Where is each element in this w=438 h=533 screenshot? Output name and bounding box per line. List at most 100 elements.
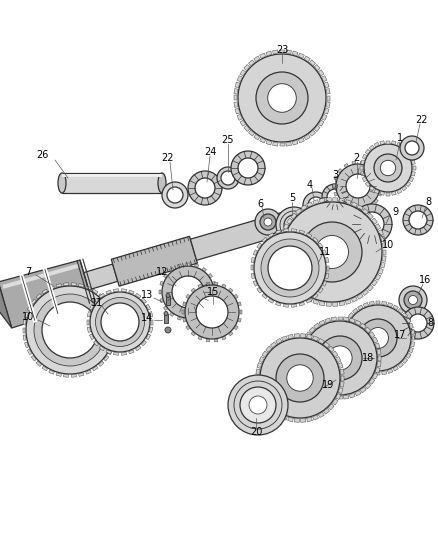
Bar bbox=[214, 339, 218, 342]
Bar bbox=[357, 366, 363, 371]
Bar bbox=[291, 304, 297, 307]
Bar bbox=[262, 351, 268, 357]
Bar bbox=[286, 218, 293, 224]
Bar bbox=[194, 264, 198, 268]
Circle shape bbox=[276, 207, 312, 243]
Circle shape bbox=[327, 189, 343, 205]
Bar bbox=[338, 395, 343, 399]
Bar bbox=[115, 327, 117, 333]
Circle shape bbox=[255, 209, 281, 235]
Bar bbox=[309, 383, 315, 389]
Bar bbox=[108, 349, 113, 354]
Bar bbox=[36, 294, 42, 298]
Bar bbox=[198, 336, 202, 340]
Bar bbox=[299, 230, 304, 234]
Bar bbox=[113, 352, 119, 356]
Bar bbox=[31, 356, 36, 361]
Circle shape bbox=[409, 211, 427, 229]
Bar bbox=[260, 53, 266, 58]
Circle shape bbox=[221, 171, 235, 185]
Bar bbox=[262, 294, 267, 299]
Bar bbox=[163, 306, 168, 310]
Circle shape bbox=[188, 171, 222, 205]
Text: 11: 11 bbox=[91, 298, 103, 308]
Bar bbox=[313, 200, 319, 205]
Circle shape bbox=[231, 151, 265, 185]
Bar bbox=[213, 281, 216, 286]
Bar bbox=[307, 334, 312, 339]
Bar bbox=[409, 348, 413, 353]
Bar bbox=[328, 404, 334, 410]
Bar bbox=[49, 370, 54, 374]
Circle shape bbox=[399, 286, 427, 314]
Bar bbox=[367, 213, 373, 219]
Bar bbox=[360, 166, 364, 170]
Bar bbox=[313, 300, 319, 304]
Bar bbox=[343, 317, 349, 321]
Bar bbox=[324, 82, 329, 88]
Bar bbox=[323, 250, 327, 255]
Bar bbox=[273, 50, 278, 54]
Bar bbox=[92, 289, 98, 294]
Bar bbox=[25, 312, 28, 318]
Circle shape bbox=[318, 336, 362, 380]
Circle shape bbox=[238, 158, 258, 178]
Bar bbox=[307, 202, 313, 207]
Bar bbox=[299, 361, 303, 367]
Bar bbox=[62, 174, 162, 177]
Bar bbox=[42, 289, 48, 294]
Bar bbox=[340, 382, 344, 387]
Bar bbox=[360, 161, 364, 164]
Bar bbox=[372, 373, 378, 379]
Bar bbox=[371, 218, 378, 224]
Bar bbox=[338, 387, 343, 393]
Bar bbox=[343, 348, 347, 353]
Bar bbox=[333, 184, 336, 188]
Bar bbox=[86, 370, 91, 374]
Bar bbox=[253, 250, 258, 255]
Bar bbox=[328, 346, 334, 352]
Circle shape bbox=[42, 302, 98, 358]
Bar bbox=[301, 294, 307, 299]
Bar bbox=[336, 357, 341, 362]
Bar bbox=[244, 125, 250, 132]
Bar bbox=[338, 199, 342, 204]
Bar bbox=[281, 268, 286, 274]
Bar bbox=[191, 288, 195, 293]
Bar bbox=[313, 415, 318, 420]
Bar bbox=[403, 358, 408, 364]
Bar bbox=[302, 373, 307, 379]
Bar bbox=[363, 303, 369, 307]
Bar bbox=[71, 375, 76, 377]
Bar bbox=[313, 336, 318, 341]
Bar bbox=[104, 356, 109, 361]
Bar bbox=[78, 284, 84, 287]
Bar bbox=[234, 102, 238, 107]
Bar bbox=[159, 290, 162, 294]
Bar bbox=[99, 361, 104, 366]
Bar bbox=[149, 312, 153, 317]
Circle shape bbox=[276, 354, 324, 402]
Bar bbox=[208, 306, 212, 310]
Bar bbox=[278, 243, 282, 248]
Bar bbox=[87, 312, 91, 317]
Bar bbox=[141, 298, 146, 303]
Circle shape bbox=[228, 375, 288, 435]
Bar bbox=[378, 192, 382, 196]
Bar bbox=[376, 372, 380, 375]
Circle shape bbox=[261, 239, 319, 297]
Circle shape bbox=[264, 218, 272, 226]
Bar bbox=[352, 208, 356, 211]
Bar bbox=[266, 140, 272, 145]
Bar bbox=[300, 343, 305, 349]
Circle shape bbox=[303, 192, 329, 218]
Bar bbox=[99, 346, 105, 351]
Bar bbox=[283, 304, 289, 307]
Bar bbox=[325, 273, 329, 279]
Bar bbox=[240, 70, 246, 76]
Bar bbox=[238, 302, 241, 306]
Circle shape bbox=[166, 294, 170, 297]
Circle shape bbox=[367, 328, 389, 349]
Text: 17: 17 bbox=[394, 330, 406, 340]
Bar bbox=[392, 141, 396, 144]
